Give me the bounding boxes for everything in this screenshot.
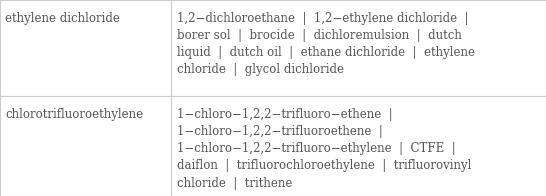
Text: 1,2−dichloroethane  |  1,2−ethylene dichloride  |
borer sol  |  brocide  |  dich: 1,2−dichloroethane | 1,2−ethylene dichlo…	[177, 12, 476, 76]
Text: 1−chloro−1,2,2−trifluoro−ethene  |
1−chloro−1,2,2−trifluoroethene  |
1−chloro−1,: 1−chloro−1,2,2−trifluoro−ethene | 1−chlo…	[177, 108, 472, 190]
Text: ethylene dichloride: ethylene dichloride	[5, 12, 120, 25]
Bar	[0, 96, 171, 196]
Bar	[171, 0, 546, 96]
Text: chlorotrifluoroethylene: chlorotrifluoroethylene	[5, 108, 144, 121]
Bar	[0, 0, 171, 96]
Bar	[171, 96, 546, 196]
